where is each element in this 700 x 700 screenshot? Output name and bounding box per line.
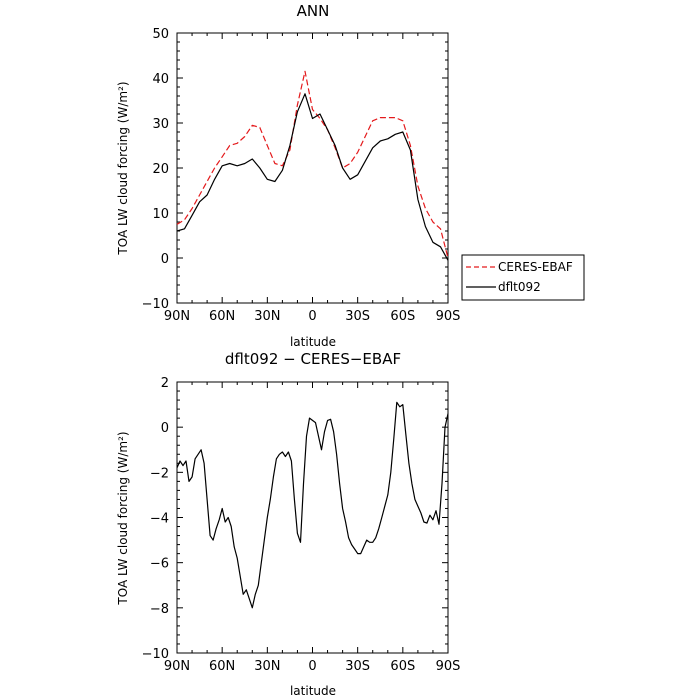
top-x-tick-label: 90N <box>164 309 190 324</box>
legend-label-ceres: CERES-EBAF <box>498 260 573 274</box>
bottom-y-tick-label: −4 <box>150 512 169 527</box>
bottom-chart-title: dflt092 − CERES−EBAF <box>225 350 401 368</box>
bottom-x-tick-label: 90N <box>164 659 190 674</box>
bottom-y-tick-label: −2 <box>150 466 169 481</box>
top-x-tick-label: 30N <box>254 309 280 324</box>
top-y-tick-label: 0 <box>161 252 169 267</box>
top-x-tick-label: 60S <box>390 309 415 324</box>
top-x-tick-label: 0 <box>308 309 316 324</box>
legend: CERES-EBAF dflt092 <box>461 254 585 301</box>
top-y-tick-label: 30 <box>152 117 169 132</box>
bottom-y-tick-label: −10 <box>142 647 169 662</box>
top-plot-area: 90N 60N 30N 0 30S 60S 90S −10 0 10 20 30 40 50 <box>142 27 461 324</box>
top-y-tick-label: 40 <box>152 72 169 87</box>
bottom-x-axis-label: latitude <box>290 684 336 698</box>
bottom-y-tick-label: −6 <box>150 557 169 572</box>
top-frame <box>176 32 449 304</box>
bottom-y-tick-label: −8 <box>150 602 169 617</box>
bottom-x-tick-label: 30S <box>345 659 370 674</box>
top-series-line-ceres-ebaf <box>176 70 449 259</box>
bottom-x-tick-label: 90S <box>436 659 461 674</box>
top-panel: ANN 90N 60N 30N 0 30S 60S 90S −10 0 10 20 30 40 50 TO… <box>116 2 460 349</box>
top-series-line-dflt092 <box>176 93 449 261</box>
bottom-x-tick-label: 30N <box>254 659 280 674</box>
top-x-tick-label: 90S <box>436 309 461 324</box>
top-y-tick-label: 20 <box>152 162 169 177</box>
top-x-tick-label: 30S <box>345 309 370 324</box>
bottom-x-tick-label: 60S <box>390 659 415 674</box>
bottom-plot-area: 90N 60N 30N 0 30S 60S 90S −10 −8 −6 −4 −2 0 2 <box>142 376 461 674</box>
top-y-tick-label: 10 <box>152 207 169 222</box>
top-y-tick-label: −10 <box>142 297 169 312</box>
top-x-axis-label: latitude <box>290 335 336 349</box>
bottom-x-tick-label: 0 <box>308 659 316 674</box>
top-chart-title: ANN <box>297 2 330 20</box>
top-y-axis-label: TOA LW cloud forcing (W/m²) <box>116 81 130 255</box>
bottom-y-tick-label: 0 <box>161 421 169 436</box>
bottom-series-line-0 <box>176 401 449 609</box>
legend-label-model: dflt092 <box>498 280 541 294</box>
bottom-frame <box>176 381 449 654</box>
legend-box <box>461 254 585 301</box>
bottom-y-tick-label: 2 <box>161 376 169 391</box>
bottom-panel: dflt092 − CERES−EBAF 90N 60N 30N 0 30S 60S 90S… <box>116 350 460 698</box>
top-x-tick-label: 60N <box>209 309 235 324</box>
bottom-y-axis-label: TOA LW cloud forcing (W/m²) <box>116 431 130 605</box>
bottom-x-tick-label: 60N <box>209 659 235 674</box>
top-y-tick-label: 50 <box>152 27 169 42</box>
